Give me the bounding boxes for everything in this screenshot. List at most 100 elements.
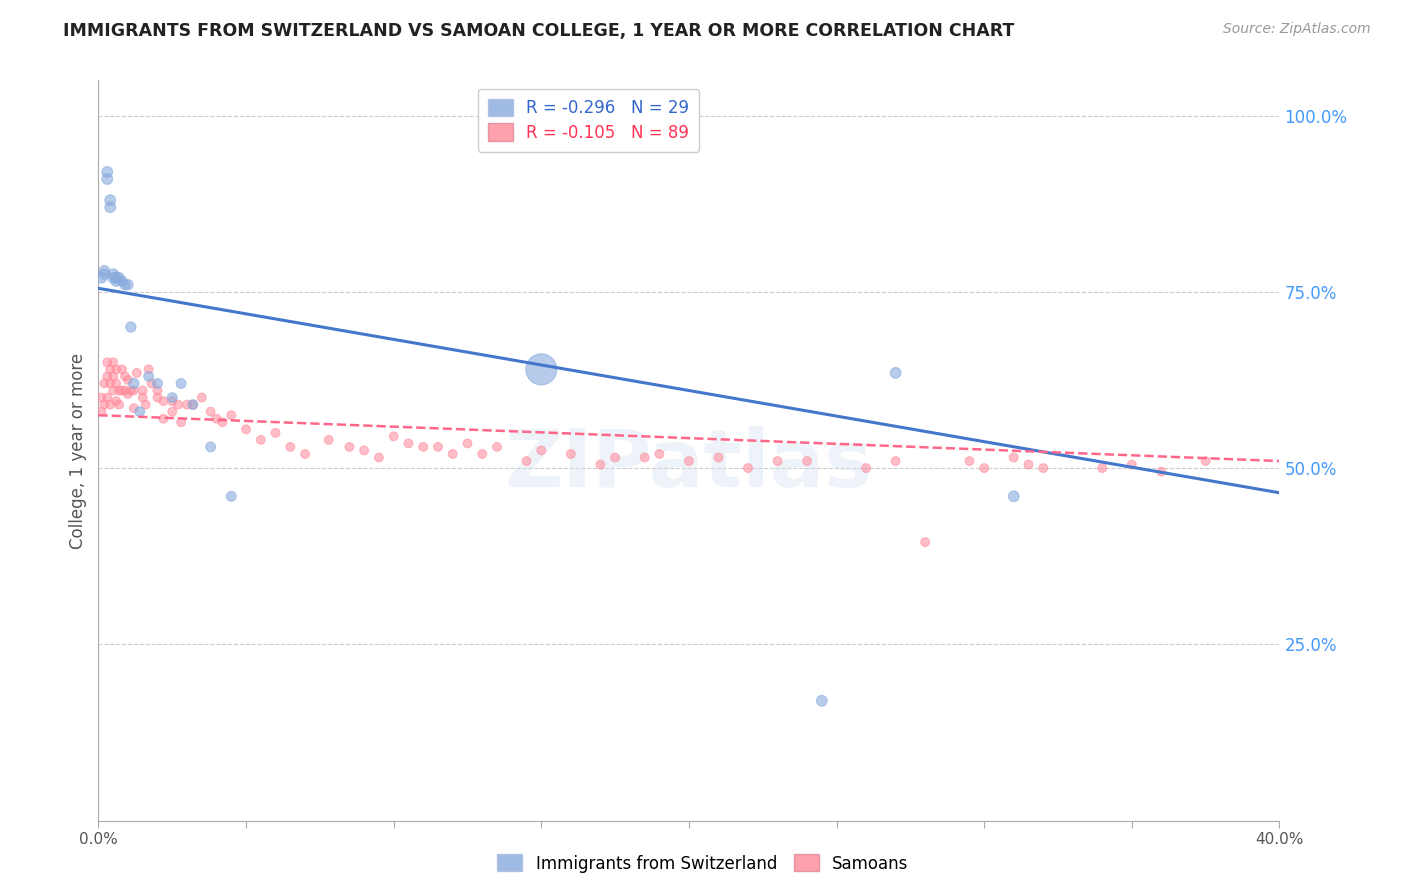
Legend: R = -0.296   N = 29, R = -0.105   N = 89: R = -0.296 N = 29, R = -0.105 N = 89 xyxy=(478,88,699,152)
Point xyxy=(707,450,730,465)
Point xyxy=(122,376,145,391)
Point xyxy=(318,433,340,447)
Point xyxy=(368,450,391,465)
Point xyxy=(339,440,361,454)
Point xyxy=(117,277,139,292)
Point xyxy=(191,391,214,405)
Point xyxy=(125,366,148,380)
Point xyxy=(146,391,169,405)
Point xyxy=(105,376,128,391)
Point xyxy=(138,369,160,384)
Point xyxy=(96,165,118,179)
Legend: Immigrants from Switzerland, Samoans: Immigrants from Switzerland, Samoans xyxy=(491,847,915,880)
Point xyxy=(353,443,375,458)
Point xyxy=(90,270,112,285)
Point xyxy=(855,461,877,475)
Point xyxy=(914,535,936,549)
Point xyxy=(1091,461,1114,475)
Point xyxy=(93,376,115,391)
Point xyxy=(117,387,139,401)
Point xyxy=(105,274,128,288)
Point xyxy=(114,277,136,292)
Point xyxy=(427,440,450,454)
Text: IMMIGRANTS FROM SWITZERLAND VS SAMOAN COLLEGE, 1 YEAR OR MORE CORRELATION CHART: IMMIGRANTS FROM SWITZERLAND VS SAMOAN CO… xyxy=(63,22,1015,40)
Point xyxy=(141,376,163,391)
Point xyxy=(457,436,479,450)
Point xyxy=(96,391,118,405)
Point xyxy=(280,440,302,454)
Point xyxy=(176,398,198,412)
Point xyxy=(884,454,907,468)
Point xyxy=(162,405,183,419)
Point xyxy=(250,433,273,447)
Point xyxy=(205,411,228,425)
Point xyxy=(884,366,907,380)
Point xyxy=(103,270,125,285)
Point xyxy=(560,447,582,461)
Point xyxy=(98,376,121,391)
Point xyxy=(530,443,553,458)
Point xyxy=(111,274,134,288)
Point xyxy=(181,398,204,412)
Point xyxy=(122,401,145,416)
Point xyxy=(737,461,759,475)
Point xyxy=(90,405,112,419)
Point xyxy=(200,405,222,419)
Point xyxy=(146,376,169,391)
Point xyxy=(103,369,125,384)
Point xyxy=(235,422,257,436)
Point xyxy=(96,172,118,186)
Point xyxy=(200,440,222,454)
Point xyxy=(96,369,118,384)
Point xyxy=(294,447,316,461)
Point xyxy=(648,447,671,461)
Point xyxy=(959,454,981,468)
Point xyxy=(120,320,142,334)
Point xyxy=(973,461,995,475)
Point xyxy=(105,394,128,409)
Point xyxy=(114,369,136,384)
Point xyxy=(441,447,464,461)
Point xyxy=(152,394,174,409)
Point xyxy=(810,694,832,708)
Point xyxy=(152,411,174,425)
Point xyxy=(108,398,131,412)
Point xyxy=(398,436,420,450)
Point xyxy=(114,384,136,398)
Point xyxy=(1032,461,1054,475)
Point xyxy=(93,263,115,277)
Point xyxy=(1121,458,1143,472)
Point xyxy=(634,450,657,465)
Point xyxy=(93,267,115,281)
Point xyxy=(264,425,287,440)
Point xyxy=(98,362,121,376)
Point xyxy=(98,193,121,207)
Point xyxy=(132,384,155,398)
Point xyxy=(1002,450,1025,465)
Point xyxy=(122,384,145,398)
Point xyxy=(105,362,128,376)
Point xyxy=(167,398,190,412)
Point xyxy=(117,373,139,387)
Point xyxy=(103,355,125,369)
Point xyxy=(471,447,494,461)
Point xyxy=(111,384,134,398)
Point xyxy=(162,391,183,405)
Point xyxy=(103,384,125,398)
Point xyxy=(105,270,128,285)
Point xyxy=(221,489,243,503)
Point xyxy=(530,362,553,376)
Point xyxy=(516,454,538,468)
Point xyxy=(170,376,193,391)
Point xyxy=(132,391,155,405)
Point xyxy=(135,398,157,412)
Point xyxy=(766,454,789,468)
Point xyxy=(146,384,169,398)
Point xyxy=(108,270,131,285)
Text: ZIPatlas: ZIPatlas xyxy=(505,426,873,504)
Y-axis label: College, 1 year or more: College, 1 year or more xyxy=(69,352,87,549)
Point xyxy=(90,391,112,405)
Point xyxy=(211,415,233,429)
Point xyxy=(103,267,125,281)
Point xyxy=(96,355,118,369)
